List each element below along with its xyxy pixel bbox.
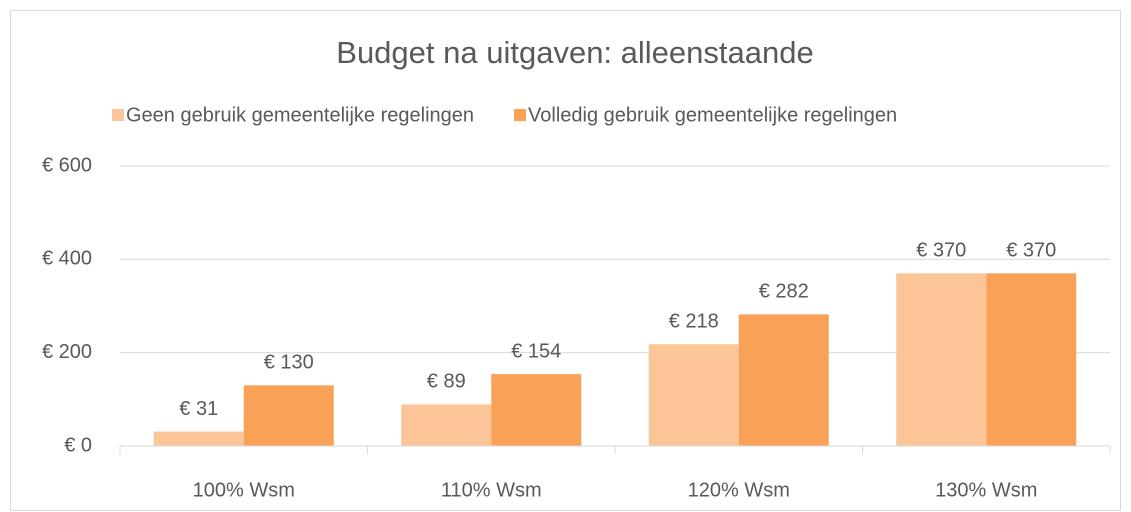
- value-label: € 370: [916, 240, 966, 262]
- bar: [896, 273, 987, 446]
- bar: [986, 273, 1077, 446]
- x-tick-label: 120% Wsm: [688, 479, 790, 501]
- bar: [738, 314, 829, 446]
- x-tick-label: 110% Wsm: [441, 479, 542, 501]
- value-label: € 130: [264, 352, 314, 374]
- y-tick-label: € 400: [42, 248, 92, 270]
- chart-title: Budget na uitgaven: alleenstaande: [336, 35, 813, 70]
- bar: [491, 374, 582, 446]
- bar: [153, 431, 244, 446]
- legend-label: Geen gebruik gemeentelijke regelingen: [126, 104, 474, 126]
- value-label: € 282: [759, 281, 809, 303]
- legend-label: Volledig gebruik gemeentelijke regelinge…: [528, 104, 897, 126]
- legend-swatch: [112, 109, 124, 121]
- y-tick-label: € 600: [42, 154, 92, 176]
- bar: [401, 404, 492, 446]
- y-tick-label: € 200: [42, 341, 92, 363]
- x-tick-label: 100% Wsm: [193, 479, 295, 501]
- value-label: € 370: [1006, 240, 1056, 262]
- value-label: € 89: [427, 371, 466, 393]
- y-tick-label: € 0: [64, 434, 92, 456]
- bar: [648, 344, 739, 446]
- value-label: € 154: [511, 340, 561, 362]
- value-label: € 31: [179, 398, 218, 420]
- legend-swatch: [514, 109, 527, 121]
- bar: [243, 385, 334, 446]
- x-tick-label: 130% Wsm: [935, 479, 1037, 501]
- value-label: € 218: [669, 311, 719, 333]
